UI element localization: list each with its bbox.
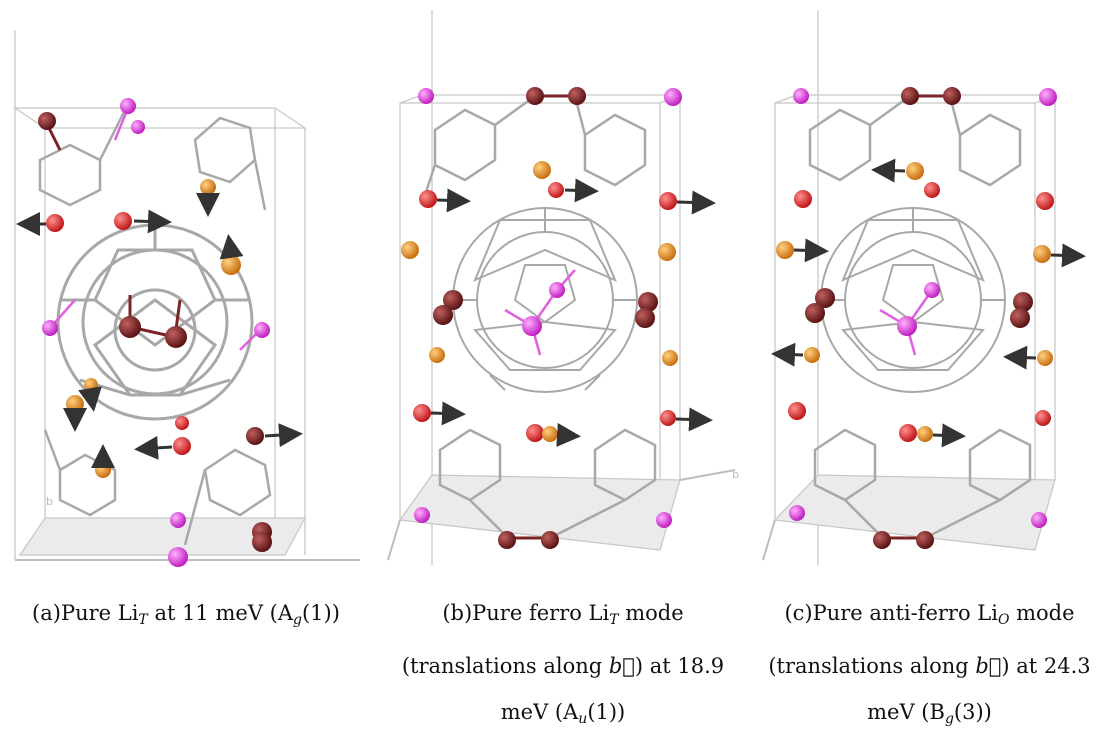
caption-a-line-1: (a)Pure LiT at 11 meV (Ag(1)) xyxy=(32,601,340,628)
panel-c-svg xyxy=(762,10,1086,565)
panel-c-structure xyxy=(755,0,1107,575)
caption-b: (b)Pure ferro LiT mode (translations alo… xyxy=(378,590,748,742)
fullerene-cage xyxy=(452,207,638,393)
caption-a-prefix: (a)Pure Li xyxy=(32,601,139,625)
caption-c-line-1: (c)Pure anti-ferro LiO mode xyxy=(784,601,1075,628)
axis-label-b: b xyxy=(732,468,739,481)
panel-b-structure: b xyxy=(380,0,750,575)
atoms xyxy=(401,87,682,549)
displacement-arrows xyxy=(771,158,1086,448)
panel-a-svg: b xyxy=(12,30,360,567)
atoms xyxy=(38,98,272,567)
axis-label-b: b xyxy=(46,495,53,508)
displacement-arrows xyxy=(430,178,716,447)
unit-cell xyxy=(12,30,360,561)
caption-b-line-3: meV (Au(1)) xyxy=(500,700,626,727)
caption-c-line-2: (translations along b⃗) at 24.3 xyxy=(768,654,1091,678)
li-bonds xyxy=(504,269,576,356)
displacement-arrows xyxy=(16,193,303,468)
phenyl-rings xyxy=(38,109,272,546)
caption-b-line-1: (b)Pure ferro LiT mode xyxy=(442,601,684,628)
panel-b-svg: b xyxy=(387,10,739,565)
caption-b-line-2: (translations along b⃗) at 18.9 xyxy=(401,654,725,678)
phenyl-rings xyxy=(808,94,1032,540)
panel-a-structure: b xyxy=(0,0,370,575)
atoms xyxy=(776,87,1057,549)
caption-a: (a)Pure LiT at 11 meV (Ag(1)) xyxy=(0,590,372,643)
fullerene-cage xyxy=(820,207,1006,393)
caption-c: (c)Pure anti-ferro LiO mode (translation… xyxy=(752,590,1107,742)
caption-c-line-3: meV (Bg(3)) xyxy=(867,700,992,727)
